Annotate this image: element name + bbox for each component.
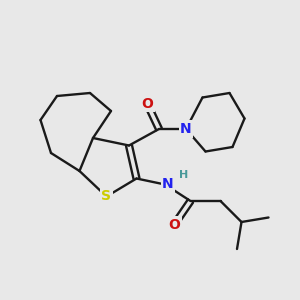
Text: S: S [101, 190, 112, 203]
Text: N: N [180, 122, 192, 136]
Text: N: N [162, 178, 174, 191]
Text: H: H [179, 170, 188, 181]
Text: O: O [141, 97, 153, 110]
Text: O: O [168, 218, 180, 232]
